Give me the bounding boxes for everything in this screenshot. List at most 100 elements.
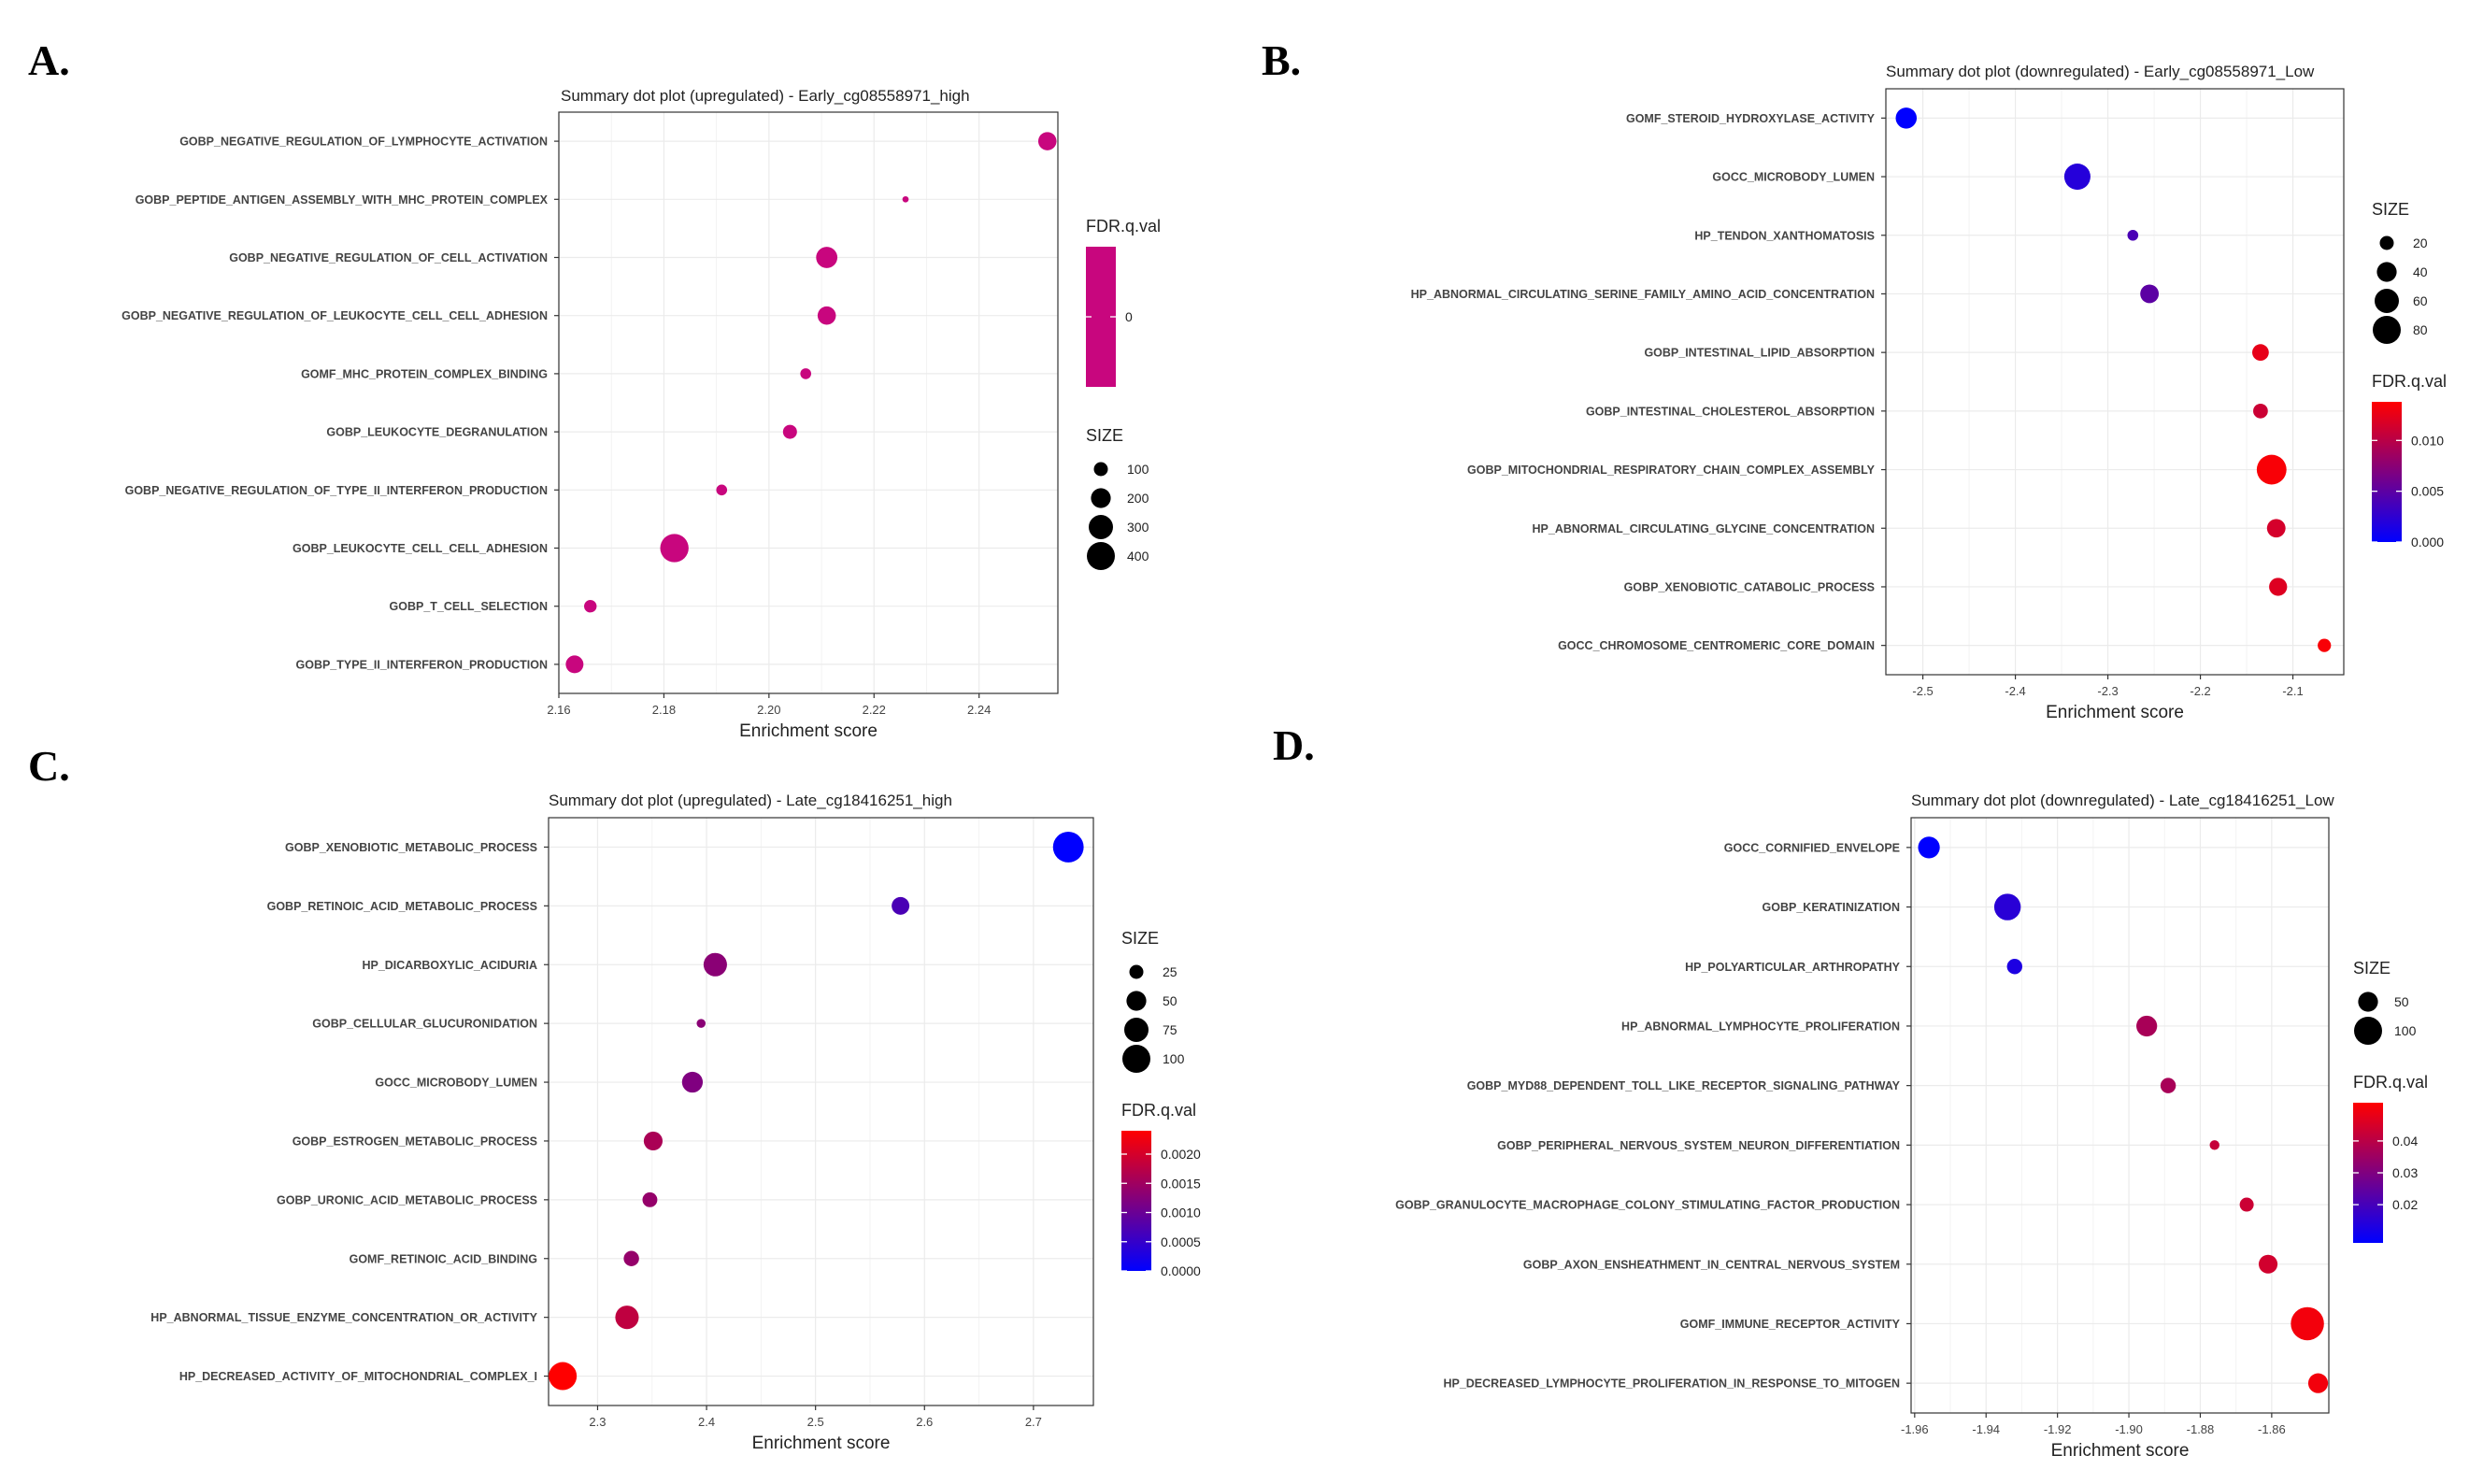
size-legend-label: 25 xyxy=(1163,964,1177,979)
data-point xyxy=(1037,132,1057,150)
data-point xyxy=(800,368,811,379)
plot-area xyxy=(559,112,1058,693)
data-point xyxy=(660,534,689,563)
y-tick-label: GOBP_AXON_ENSHEATHMENT_IN_CENTRAL_NERVOU… xyxy=(1523,1258,1900,1271)
y-tick-label: GOBP_XENOBIOTIC_METABOLIC_PROCESS xyxy=(285,841,537,854)
x-tick-label: -1.94 xyxy=(1972,1422,2000,1436)
x-axis-label: Enrichment score xyxy=(2051,1441,2190,1461)
panel-3: D. Summary dot plot (downregulated) - Lat… xyxy=(1273,721,2428,1461)
x-tick-label: 2.18 xyxy=(652,703,676,717)
y-tick-label: GOBP_CELLULAR_GLUCURONIDATION xyxy=(312,1018,537,1031)
size-legend-key xyxy=(1089,515,1113,539)
data-point xyxy=(2136,1015,2158,1037)
data-point xyxy=(615,1306,639,1330)
size-legend-title: SIZE xyxy=(2372,200,2409,219)
x-tick-label: 2.16 xyxy=(547,703,570,717)
y-tick-label: GOMF_MHC_PROTEIN_COMPLEX_BINDING xyxy=(301,367,548,380)
data-point xyxy=(782,424,797,439)
color-legend-label: 0.0000 xyxy=(1161,1263,1201,1278)
data-point xyxy=(716,484,728,496)
x-tick-label: -1.88 xyxy=(2187,1422,2215,1436)
color-legend-bar xyxy=(2372,402,2402,542)
panel-0: A. Summary dot plot (upregulated) - Early… xyxy=(28,36,1161,741)
size-legend-label: 100 xyxy=(1163,1051,1185,1066)
data-point xyxy=(642,1191,658,1207)
size-legend-label: 60 xyxy=(2413,293,2428,308)
data-point xyxy=(584,599,597,613)
x-tick-label: 2.24 xyxy=(967,703,991,717)
y-tick-label: GOBP_NEGATIVE_REGULATION_OF_TYPE_II_INTE… xyxy=(125,484,548,497)
y-tick-label: GOMF_STEROID_HYDROXYLASE_ACTIVITY xyxy=(1626,112,1876,125)
y-tick-label: HP_ABNORMAL_CIRCULATING_SERINE_FAMILY_AM… xyxy=(1411,288,1875,301)
data-point xyxy=(902,195,909,203)
y-tick-label: GOBP_INTESTINAL_LIPID_ABSORPTION xyxy=(1644,347,1875,360)
y-tick-label: HP_DECREASED_ACTIVITY_OF_MITOCHONDRIAL_C… xyxy=(179,1370,537,1383)
y-tick-label: GOBP_URONIC_ACID_METABOLIC_PROCESS xyxy=(277,1193,537,1206)
color-legend-label: 0.02 xyxy=(2392,1197,2418,1212)
data-point xyxy=(2256,454,2287,485)
size-legend-key xyxy=(1087,542,1115,570)
y-tick-label: GOCC_CHROMOSOME_CENTROMERIC_CORE_DOMAIN xyxy=(1558,639,1875,652)
x-tick-label: 2.7 xyxy=(1025,1415,1042,1429)
size-legend-label: 20 xyxy=(2413,235,2428,250)
color-legend-label: 0.000 xyxy=(2411,535,2444,549)
y-tick-label: HP_POLYARTICULAR_ARTHROPATHY xyxy=(1685,961,1901,974)
x-tick-label: -1.90 xyxy=(2115,1422,2143,1436)
data-point xyxy=(703,952,727,977)
y-tick-label: GOBP_XENOBIOTIC_CATABOLIC_PROCESS xyxy=(1624,580,1875,593)
y-tick-label: GOBP_TYPE_II_INTERFERON_PRODUCTION xyxy=(296,658,549,671)
size-legend-key xyxy=(1126,991,1147,1011)
size-legend-title: SIZE xyxy=(2353,959,2391,977)
plot-title: Summary dot plot (upregulated) - Early_c… xyxy=(561,87,970,105)
color-legend-label: 0.005 xyxy=(2411,484,2444,499)
size-legend-key xyxy=(1122,1045,1150,1073)
plot-frame xyxy=(548,817,1094,1406)
plot-area xyxy=(549,818,1093,1406)
size-legend-label: 100 xyxy=(1127,462,1149,477)
size-legend-key xyxy=(2376,262,2397,282)
data-point xyxy=(2063,164,2091,191)
data-point xyxy=(892,896,910,915)
size-legend-label: 100 xyxy=(2394,1023,2417,1038)
data-point xyxy=(1918,836,1940,859)
y-tick-label: GOBP_KERATINIZATION xyxy=(1763,901,1900,914)
y-tick-label: GOBP_INTESTINAL_CHOLESTEROL_ABSORPTION xyxy=(1586,405,1875,418)
size-legend-label: 400 xyxy=(1127,549,1149,564)
panel-1: B. Summary dot plot (downregulated) - Ear… xyxy=(1262,36,2447,722)
size-legend-label: 40 xyxy=(2413,264,2428,279)
data-point xyxy=(817,306,836,325)
color-legend-label: 0.0015 xyxy=(1161,1176,1201,1191)
y-tick-label: HP_DICARBOXYLIC_ACIDURIA xyxy=(362,959,537,972)
panel-letter: C. xyxy=(28,742,70,790)
y-tick-label: GOBP_MITOCHONDRIAL_RESPIRATORY_CHAIN_COM… xyxy=(1467,464,1876,477)
x-axis-label: Enrichment score xyxy=(752,1434,891,1453)
panel-2: C. Summary dot plot (upregulated) - Late_… xyxy=(28,742,1201,1453)
color-legend-label: 0.0010 xyxy=(1161,1206,1201,1220)
x-tick-label: -2.3 xyxy=(2097,684,2118,698)
y-tick-label: GOCC_MICROBODY_LUMEN xyxy=(375,1077,537,1090)
size-legend-label: 80 xyxy=(2413,322,2428,337)
x-axis-label: Enrichment score xyxy=(739,721,878,741)
x-tick-label: 2.3 xyxy=(589,1415,606,1429)
color-legend-title: FDR.q.val xyxy=(2372,372,2447,391)
x-axis-label: Enrichment score xyxy=(2046,703,2184,722)
y-tick-label: GOMF_RETINOIC_ACID_BINDING xyxy=(350,1252,537,1265)
x-tick-label: 2.20 xyxy=(757,703,780,717)
y-tick-label: HP_ABNORMAL_TISSUE_ENZYME_CONCENTRATION_… xyxy=(150,1311,537,1324)
x-tick-label: -2.4 xyxy=(2005,684,2025,698)
y-tick-label: HP_DECREASED_LYMPHOCYTE_PROLIFERATION_IN… xyxy=(1443,1377,1900,1391)
y-tick-label: GOBP_T_CELL_SELECTION xyxy=(390,600,548,613)
plot-area xyxy=(1911,818,2329,1413)
data-point xyxy=(2291,1306,2324,1341)
size-legend-title: SIZE xyxy=(1086,426,1123,445)
plot-area xyxy=(1886,89,2344,675)
x-tick-label: 2.4 xyxy=(698,1415,715,1429)
data-point xyxy=(565,655,584,674)
color-legend-label: 0.03 xyxy=(2392,1165,2418,1180)
size-legend-key xyxy=(1091,488,1111,508)
size-legend-key xyxy=(1124,1018,1149,1042)
y-tick-label: GOCC_CORNIFIED_ENVELOPE xyxy=(1724,841,1900,854)
color-legend-label: 0.04 xyxy=(2392,1134,2418,1149)
data-point xyxy=(2140,284,2160,304)
data-point xyxy=(2269,578,2288,596)
